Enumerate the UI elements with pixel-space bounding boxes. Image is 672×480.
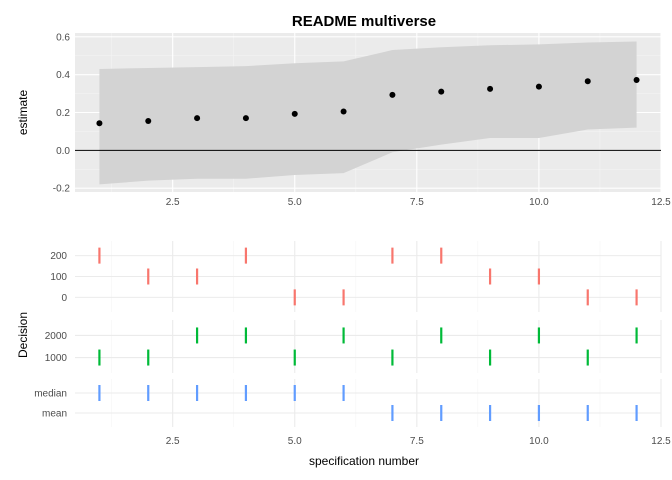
decision-facet: 2000 1000	[45, 320, 662, 373]
decision-level-label: 1000	[45, 353, 68, 364]
y-tick-label: -0.2	[53, 184, 71, 195]
estimate-points	[96, 76, 640, 127]
x-tick-label: 2.5	[166, 197, 180, 208]
x-tick-label: 7.5	[410, 197, 424, 208]
decision-level-label: median	[34, 389, 67, 400]
x-tick-label: 5.0	[288, 197, 302, 208]
estimate-axis-title: estimate	[16, 90, 30, 136]
decision-level-label: 100	[50, 272, 67, 283]
confidence-ribbon	[99, 41, 637, 185]
x-tick-label: 5.0	[288, 436, 302, 447]
estimate-point	[145, 118, 152, 125]
y-tick-label: 0.6	[56, 32, 70, 43]
estimate-point	[96, 120, 103, 127]
decision-level-label: mean	[42, 409, 67, 420]
estimate-point	[194, 115, 201, 122]
x-tick-label: 12.5	[651, 436, 671, 447]
facet-background	[75, 320, 661, 373]
x-tick-label: 2.5	[166, 436, 180, 447]
y-tick-label: 0.4	[56, 70, 70, 81]
estimate-point	[633, 76, 640, 83]
decision-level-label: 200	[50, 251, 67, 262]
decision-facet: median mean	[34, 379, 662, 427]
decision-axis-title: Decision	[16, 312, 30, 358]
estimate-point	[535, 83, 542, 90]
x-tick-label: 10.0	[529, 197, 549, 208]
x-tick-label: 10.0	[529, 436, 549, 447]
estimate-point	[340, 108, 347, 115]
estimate-point	[487, 85, 494, 92]
estimate-point	[438, 88, 445, 95]
decision-x-axis-title: specification number	[309, 454, 419, 468]
estimate-panel: -0.2 0.0 0.2 0.4 0.6 2.5 5.0 7.5 10.0 12.5 READM…	[16, 13, 671, 208]
estimate-point	[584, 78, 591, 85]
decision-level-label: 0	[61, 293, 67, 304]
estimate-x-tick-labels: 2.5 5.0 7.5 10.0 12.5	[166, 197, 671, 208]
x-tick-label: 12.5	[651, 197, 671, 208]
estimate-point	[242, 115, 249, 122]
estimate-point	[291, 110, 298, 117]
decision-level-label: 2000	[45, 331, 68, 342]
decision-x-tick-labels: 2.5 5.0 7.5 10.0 12.5	[166, 436, 671, 447]
estimate-point	[389, 91, 396, 98]
decision-facet: 200 100 0	[50, 241, 662, 312]
y-tick-label: 0.0	[56, 146, 70, 157]
facet-background	[75, 379, 661, 427]
x-tick-label: 7.5	[410, 436, 424, 447]
chart-title: README multiverse	[292, 13, 436, 30]
y-tick-label: 0.2	[56, 108, 70, 119]
estimate-y-tick-labels: -0.2 0.0 0.2 0.4 0.6	[53, 32, 71, 194]
